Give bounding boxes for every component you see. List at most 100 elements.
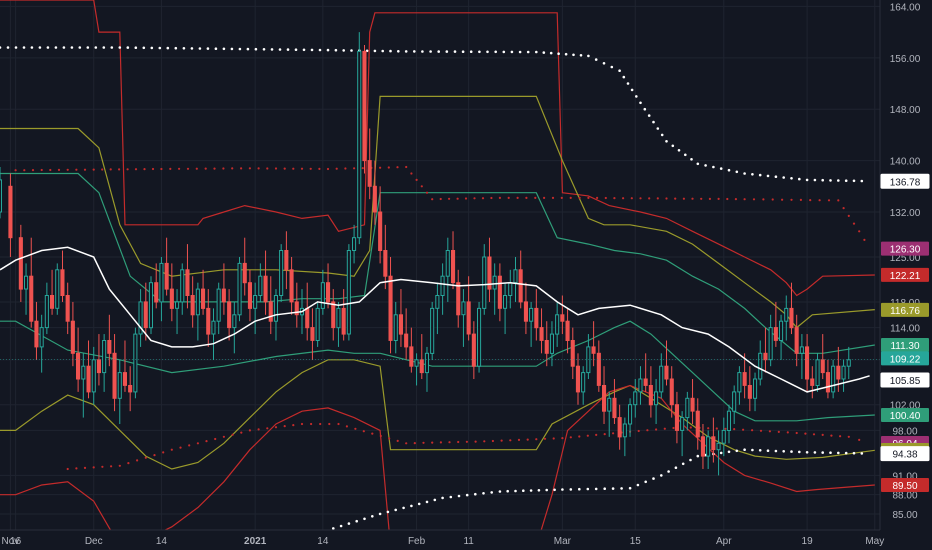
- dotted-red-upper: [169, 167, 172, 170]
- candle-bearish: [305, 307, 310, 329]
- dotted-white-upper: [326, 48, 330, 52]
- dotted-white-upper: [829, 179, 832, 182]
- dotted-white-lower: [339, 524, 343, 528]
- candle-bearish: [570, 340, 575, 367]
- dotted-red-upper: [75, 168, 78, 171]
- dotted-white-upper: [246, 47, 250, 51]
- dotted-red-lower: [543, 437, 547, 440]
- dotted-red-lower: [535, 438, 538, 441]
- dotted-white-upper: [587, 54, 590, 58]
- dotted-white-upper: [677, 149, 681, 152]
- dotted-white-lower: [829, 451, 832, 455]
- dotted-red-upper: [396, 166, 399, 169]
- candle-bearish: [190, 295, 195, 316]
- dotted-red-lower: [689, 426, 692, 429]
- dotted-red-lower: [274, 426, 278, 429]
- dotted-red-lower: [136, 459, 139, 462]
- dotted-red-upper: [516, 196, 519, 199]
- dotted-red-upper: [543, 196, 546, 199]
- dotted-red-lower: [509, 439, 512, 442]
- dotted-red-upper: [630, 197, 633, 200]
- price-label-text: 100.40: [890, 411, 921, 422]
- candle-bearish: [451, 250, 456, 284]
- dotted-white-upper: [86, 46, 90, 49]
- candle-bearish: [591, 346, 596, 354]
- dotted-white-lower: [766, 449, 770, 453]
- dotted-red-lower: [257, 428, 260, 431]
- candle-bearish: [534, 307, 539, 329]
- candle-bearish: [617, 417, 622, 438]
- dotted-white-lower: [482, 492, 485, 495]
- candle-bullish: [159, 262, 164, 303]
- dotted-white-upper: [389, 49, 392, 53]
- candle-bearish: [143, 301, 148, 329]
- dotted-red-upper: [318, 167, 321, 170]
- dotted-red-lower: [292, 424, 295, 427]
- dotted-red-upper: [863, 238, 866, 241]
- dotted-white-lower: [782, 450, 785, 453]
- candle-bullish: [581, 372, 586, 393]
- dotted-white-upper: [630, 88, 634, 92]
- dotted-red-lower: [786, 431, 789, 434]
- dotted-white-upper: [774, 175, 778, 178]
- dotted-white-lower: [652, 477, 655, 480]
- dotted-white-lower: [689, 458, 692, 462]
- time-tick-label: Mar: [554, 536, 572, 547]
- price-label-box: [880, 173, 930, 189]
- dotted-red-lower: [266, 427, 269, 430]
- candle-bearish: [544, 340, 549, 354]
- dotted-red-upper: [178, 167, 181, 170]
- dotted-white-upper: [751, 173, 754, 176]
- candle-bullish: [424, 352, 429, 374]
- candle-bullish: [336, 307, 341, 329]
- candle-bullish: [216, 288, 221, 322]
- dotted-white-upper: [134, 46, 138, 49]
- dotted-white-upper: [712, 165, 715, 169]
- dotted-red-lower: [465, 440, 468, 443]
- candle-bullish: [607, 397, 612, 412]
- dotted-white-lower: [402, 506, 405, 510]
- candle-bearish: [107, 340, 112, 354]
- dotted-white-upper: [671, 144, 675, 148]
- dotted-red-lower: [170, 448, 173, 451]
- dotted-white-upper: [182, 47, 186, 50]
- candle-bearish: [29, 275, 34, 322]
- dotted-white-upper: [318, 48, 322, 52]
- price-label-box: [881, 408, 929, 423]
- dotted-white-upper: [222, 47, 226, 51]
- candle-bullish: [492, 275, 497, 290]
- price-label-text: 116.76: [890, 306, 920, 317]
- dotted-red-lower: [328, 422, 331, 426]
- dotted-red-upper: [481, 197, 485, 200]
- candle-bullish: [273, 295, 278, 322]
- dotted-white-lower: [363, 517, 366, 521]
- dotted-red-upper: [587, 196, 590, 199]
- candle-bearish: [695, 410, 700, 438]
- dotted-red-upper: [335, 167, 338, 170]
- dotted-white-lower: [522, 489, 525, 493]
- candle-bearish: [206, 307, 211, 335]
- candle-bullish: [622, 423, 627, 438]
- dotted-red-upper: [300, 167, 304, 170]
- price-tick-label: 148.00: [890, 105, 921, 116]
- candle-bullish: [654, 391, 659, 406]
- dotted-white-lower: [394, 508, 398, 512]
- dotted-red-upper: [101, 168, 104, 171]
- candle-bearish: [596, 352, 601, 386]
- time-tick-label: 15: [630, 536, 642, 547]
- candle-bullish: [352, 237, 357, 251]
- candle-bullish: [758, 352, 763, 380]
- price-label-box: [881, 351, 929, 366]
- candle-bearish: [742, 372, 747, 386]
- dotted-white-lower: [813, 451, 817, 454]
- candle-bearish: [497, 275, 502, 309]
- dotted-white-upper: [142, 46, 146, 50]
- dotted-red-upper: [665, 197, 668, 200]
- dotted-white-upper: [310, 48, 314, 52]
- candle-bullish: [175, 301, 180, 309]
- candle-bullish: [24, 275, 29, 290]
- candle-bearish: [747, 385, 752, 399]
